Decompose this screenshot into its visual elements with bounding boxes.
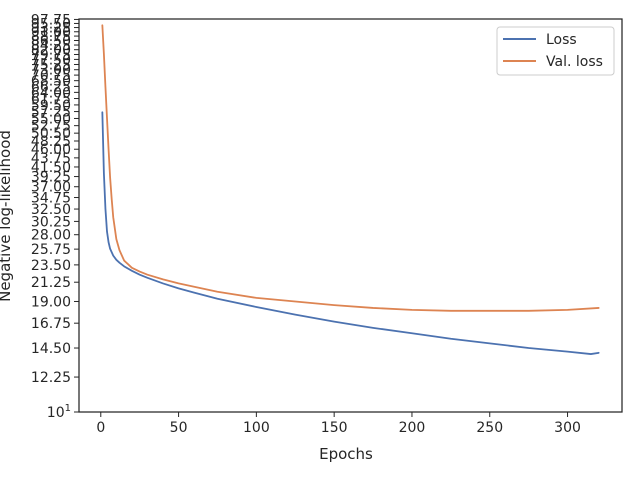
x-tick-label: 200 <box>399 420 426 436</box>
y-tick-label: 61.75 <box>31 92 71 108</box>
y-tick-label: 19.00 <box>31 294 71 310</box>
x-tick-label: 50 <box>170 420 188 436</box>
legend: Loss Val. loss <box>496 26 615 76</box>
y-tick-label: 88.75 <box>31 29 71 45</box>
y-tick-label: 68.50 <box>31 74 71 90</box>
y-tick-label: 86.50 <box>31 33 71 49</box>
y-tick-label: 41.50 <box>31 160 71 176</box>
y-tick-label: 21.25 <box>31 275 71 291</box>
y-tick-label: 75.25 <box>31 57 71 73</box>
y-tick-label: 43.75 <box>31 151 71 167</box>
x-tick-label: 150 <box>321 420 348 436</box>
y-tick-label: 95.50 <box>31 16 71 32</box>
y-tick-label: 97.75 <box>31 12 71 28</box>
y-tick-label: 23.50 <box>31 258 71 274</box>
series-line-val-loss <box>101 24 600 312</box>
x-tick-label: 250 <box>476 420 503 436</box>
y-tick-label: 66.25 <box>31 79 71 95</box>
y-tick-label: 39.25 <box>31 170 71 186</box>
y-tick-label: 12.25 <box>31 370 71 386</box>
series-layer <box>101 24 600 355</box>
y-tick-label: 32.50 <box>31 202 71 218</box>
x-tick-label: 0 <box>96 420 105 436</box>
y-tick-label: 34.75 <box>31 191 71 207</box>
y-tick-label: 91.00 <box>31 25 71 41</box>
y-tick-label: 25.75 <box>31 242 71 258</box>
y-tick-label: 79.75 <box>31 47 71 63</box>
y-tick-label: 46.00 <box>31 142 71 158</box>
y-tick-label: 28.00 <box>31 228 71 244</box>
y-tick-label: 48.25 <box>31 134 71 150</box>
axes-frame <box>78 18 623 413</box>
y-tick-label: 59.50 <box>31 98 71 114</box>
y-tick-label: 37.00 <box>31 180 71 196</box>
y-tick-label: 14.50 <box>31 341 71 357</box>
y-tick-label: 101 <box>47 403 71 421</box>
y-tick-label: 70.75 <box>31 68 71 84</box>
y-tick-label: 50.50 <box>31 126 71 142</box>
x-tick-label: 100 <box>243 420 270 436</box>
y-tick-label: 93.25 <box>31 21 71 37</box>
x-ticks: 0 50 100 150 200 250 300 <box>96 412 581 436</box>
y-ticks: 101 12.25 14.50 16.75 19.00 21.2523.5025.7528… <box>31 12 79 421</box>
y-tick-label: 30.25 <box>31 214 71 230</box>
y-tick-label: 57.25 <box>31 105 71 121</box>
y-tick-label: 77.50 <box>31 52 71 68</box>
legend-label-loss: Loss <box>546 32 577 48</box>
y-tick-label: 82.00 <box>31 43 71 59</box>
y-tick-label: 55.00 <box>31 111 71 127</box>
x-tick-label: 300 <box>554 420 581 436</box>
y-axis-label: Negative log-likelihood <box>0 130 14 302</box>
y-tick-label: 84.25 <box>31 38 71 54</box>
legend-label-val-loss: Val. loss <box>546 54 603 70</box>
y-tick-label: 64.00 <box>31 85 71 101</box>
y-tick-label: 16.75 <box>31 316 71 332</box>
y-tick-label: 73.00 <box>31 63 71 79</box>
x-axis-label: Epochs <box>319 445 373 463</box>
y-tick-label: 52.75 <box>31 119 71 135</box>
series-line-loss <box>101 111 600 355</box>
